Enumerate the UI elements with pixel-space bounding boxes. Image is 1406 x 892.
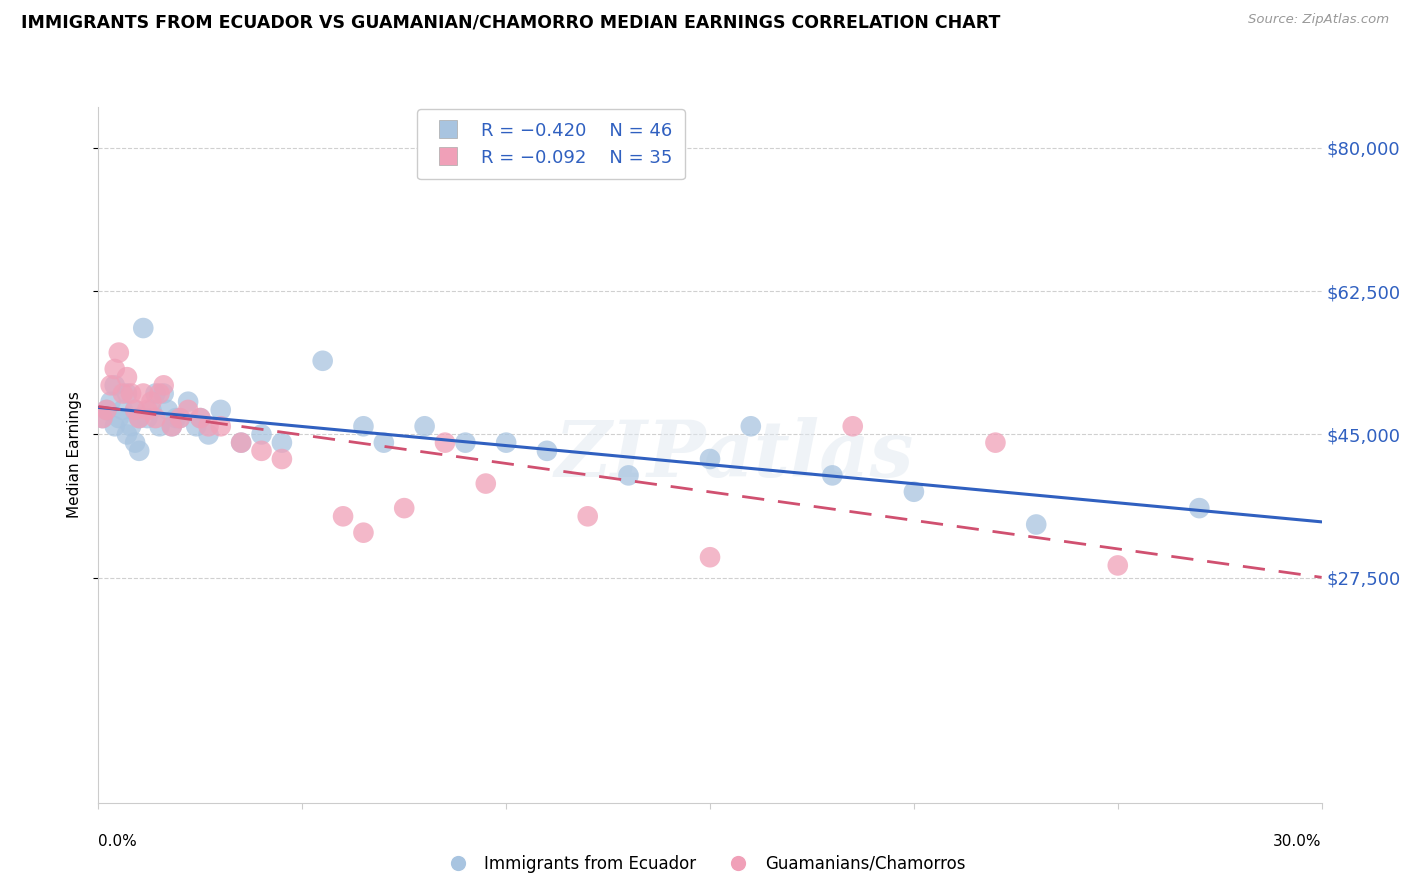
Point — [124, 403, 146, 417]
Text: 0.0%: 0.0% — [98, 834, 138, 849]
Point — [392, 501, 416, 516]
Point — [149, 419, 172, 434]
Point — [434, 435, 457, 450]
Point — [231, 435, 253, 450]
Point — [231, 435, 253, 450]
Point — [156, 403, 179, 417]
Point — [124, 435, 146, 450]
Point — [903, 484, 925, 499]
Point — [250, 443, 273, 458]
Point — [160, 419, 183, 434]
Point — [136, 403, 159, 417]
Point — [115, 427, 138, 442]
Point — [209, 419, 232, 434]
Point — [120, 419, 142, 434]
Point — [169, 411, 191, 425]
Point — [149, 386, 172, 401]
Text: ZIPatlas: ZIPatlas — [555, 417, 914, 493]
Point — [188, 411, 212, 425]
Point — [141, 394, 163, 409]
Point — [332, 509, 354, 524]
Text: IMMIGRANTS FROM ECUADOR VS GUAMANIAN/CHAMORRO MEDIAN EARNINGS CORRELATION CHART: IMMIGRANTS FROM ECUADOR VS GUAMANIAN/CHA… — [21, 13, 1001, 31]
Point — [104, 419, 127, 434]
Point — [413, 419, 436, 434]
Point — [699, 452, 721, 467]
Point — [108, 411, 131, 425]
Point — [197, 427, 219, 442]
Point — [141, 403, 163, 417]
Legend: Immigrants from Ecuador, Guamanians/Chamorros: Immigrants from Ecuador, Guamanians/Cham… — [434, 848, 972, 880]
Point — [145, 411, 167, 425]
Y-axis label: Median Earnings: Median Earnings — [67, 392, 83, 518]
Text: 30.0%: 30.0% — [1274, 834, 1322, 849]
Point — [841, 419, 863, 434]
Point — [617, 468, 640, 483]
Point — [1107, 558, 1129, 573]
Point — [104, 362, 127, 376]
Point — [169, 411, 191, 425]
Point — [128, 411, 150, 425]
Legend: R = −0.420    N = 46, R = −0.092    N = 35: R = −0.420 N = 46, R = −0.092 N = 35 — [418, 109, 685, 179]
Point — [352, 419, 374, 434]
Point — [104, 378, 127, 392]
Point — [188, 411, 212, 425]
Point — [186, 419, 208, 434]
Point — [209, 403, 232, 417]
Point — [100, 378, 122, 392]
Point — [495, 435, 517, 450]
Point — [124, 403, 146, 417]
Point — [91, 411, 114, 425]
Point — [352, 525, 374, 540]
Point — [120, 386, 142, 401]
Point — [152, 378, 174, 392]
Point — [197, 419, 219, 434]
Point — [91, 411, 114, 425]
Point — [165, 411, 187, 425]
Point — [132, 321, 155, 335]
Point — [454, 435, 477, 450]
Point — [536, 443, 558, 458]
Point — [136, 411, 159, 425]
Point — [699, 550, 721, 565]
Point — [128, 443, 150, 458]
Point — [576, 509, 599, 524]
Point — [177, 394, 200, 409]
Point — [111, 386, 134, 401]
Point — [270, 435, 294, 450]
Point — [100, 394, 122, 409]
Point — [96, 403, 118, 417]
Point — [1025, 517, 1047, 532]
Point — [145, 386, 167, 401]
Point — [96, 403, 118, 417]
Point — [474, 476, 498, 491]
Point — [312, 353, 335, 368]
Point — [152, 386, 174, 401]
Point — [1188, 501, 1211, 516]
Point — [821, 468, 844, 483]
Point — [108, 345, 131, 359]
Point — [132, 386, 155, 401]
Point — [740, 419, 762, 434]
Point — [250, 427, 273, 442]
Point — [270, 452, 294, 467]
Point — [111, 403, 134, 417]
Point — [373, 435, 395, 450]
Point — [115, 370, 138, 384]
Point — [128, 411, 150, 425]
Text: Source: ZipAtlas.com: Source: ZipAtlas.com — [1249, 13, 1389, 27]
Point — [160, 419, 183, 434]
Point — [115, 386, 138, 401]
Point — [177, 403, 200, 417]
Point — [984, 435, 1007, 450]
